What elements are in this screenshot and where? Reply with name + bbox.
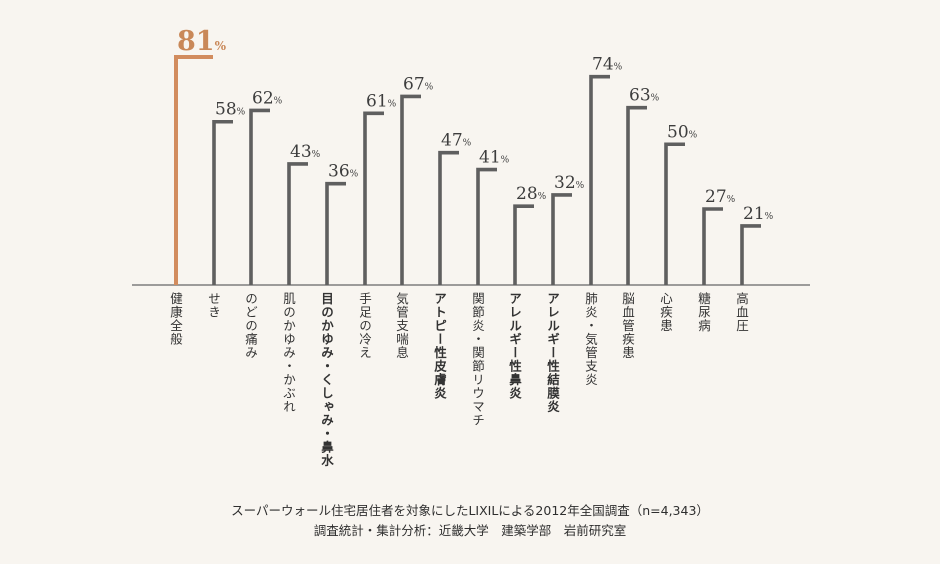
category-label: 手足の冷え xyxy=(357,292,372,360)
bar-value-label: 21% xyxy=(743,204,774,224)
category-label: 目のかゆみ・くしゃみ・鼻水 xyxy=(319,292,334,468)
bar-value-label: 43% xyxy=(290,142,321,162)
bar xyxy=(212,119,233,285)
bar-chart: 81% 58% 62% 43% 36% 61% 67% 47% 41% 28% 32% 74% 63% 5… xyxy=(132,26,810,286)
bar xyxy=(551,193,572,285)
category-label: 関節炎・関節リウマチ xyxy=(470,292,485,427)
bar-value-label: 47% xyxy=(441,131,472,151)
bar xyxy=(702,207,723,285)
bar-value-label: 41% xyxy=(479,148,510,168)
bar-value-label: 61% xyxy=(366,91,397,111)
footer-analysis-credit: 調査統計・集計分析：近畿大学 建築学部 岩前研究室 xyxy=(313,523,627,538)
bar xyxy=(740,224,761,285)
bar xyxy=(363,111,384,285)
bar-value-label: 67% xyxy=(403,74,434,94)
bar-value-label: 62% xyxy=(252,88,283,108)
bar xyxy=(664,142,685,285)
category-label: のどの痛み xyxy=(243,292,258,360)
bar-value-label: 36% xyxy=(328,162,359,182)
category-label: アレルギー性結膜炎 xyxy=(545,292,560,414)
bar-value-label: 74% xyxy=(592,55,623,75)
bar-value-label: 27% xyxy=(705,187,736,207)
bar-value-label: 32% xyxy=(554,173,585,193)
category-label: せき xyxy=(206,292,221,319)
category-label: 肌のかゆみ・かぶれ xyxy=(281,292,296,414)
bar xyxy=(400,94,421,285)
bar-value-label: 63% xyxy=(629,86,660,106)
bar xyxy=(287,162,308,285)
category-label: 高血圧 xyxy=(734,292,749,333)
bar-value-label: 50% xyxy=(667,122,698,142)
bar xyxy=(249,108,270,285)
bar xyxy=(626,105,647,285)
bar-value-label: 81% xyxy=(177,26,227,57)
category-label: アトピー性皮膚炎 xyxy=(432,292,447,400)
bar-value-label: 58% xyxy=(215,100,246,120)
category-label: 脳血管疾患 xyxy=(620,292,635,360)
bar-value-label: 28% xyxy=(516,184,547,204)
category-label: 気管支喘息 xyxy=(394,292,409,360)
category-label: アレルギー性鼻炎 xyxy=(507,292,522,400)
bar xyxy=(589,74,610,285)
bar xyxy=(476,167,497,285)
bar xyxy=(325,181,346,285)
category-label: 肺炎・気管支炎 xyxy=(583,292,598,387)
bar xyxy=(174,55,213,285)
footer-survey-note: スーパーウォール住宅居住者を対象にしたLIXILによる2012年全国調査（n=4… xyxy=(231,503,709,518)
category-label: 健康全般 xyxy=(168,292,183,346)
bar xyxy=(438,150,459,285)
bar xyxy=(513,204,534,285)
category-label: 心疾患 xyxy=(658,292,673,333)
category-label: 糖尿病 xyxy=(696,292,711,333)
